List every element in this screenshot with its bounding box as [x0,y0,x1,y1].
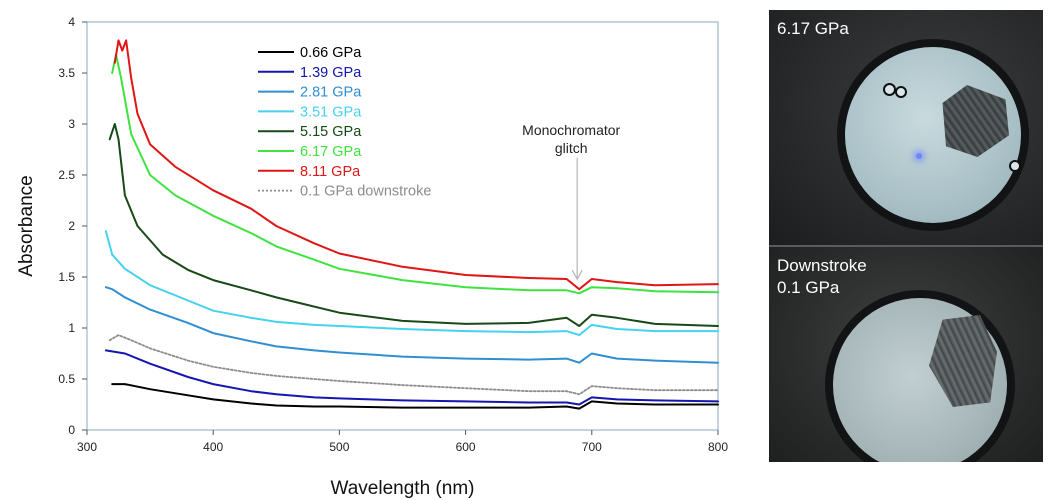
bubble [1009,160,1021,172]
legend-entry-label: 8.11 GPa [300,164,361,180]
photo-downstroke: Downstroke 0.1 GPa [769,247,1043,462]
ruby-spot [916,153,922,159]
plot-area [86,21,719,431]
series-line-7 [108,334,719,396]
bubble [895,86,907,98]
photo-divider [769,245,1043,247]
x-tick-label: 300 [77,440,97,454]
y-tick-label: 4 [68,15,75,29]
x-tick-label: 800 [708,440,728,454]
photo-upstroke: 6.17 GPa [769,10,1043,245]
y-tick-label: 0.5 [58,372,75,386]
series-line-5 [111,53,719,295]
y-tick-label: 2.5 [58,168,75,182]
series-line-0 [111,383,719,410]
y-tick-label: 2 [68,219,75,233]
y-tick-label: 1.5 [58,270,75,284]
series-line-1 [104,349,719,406]
y-tick-label: 3 [68,117,75,131]
x-tick-label: 500 [329,440,349,454]
series-line-4 [108,123,719,327]
x-axis-title: Wavelength (nm) [331,478,475,499]
x-tick-label: 700 [582,440,602,454]
photo-label-top: 6.17 GPa [777,19,849,38]
y-tick-label: 1 [68,321,75,335]
legend: 0.66 GPa 1.39 GPa 2.81 GPa 3.51 GPa 5.15 GPa… [258,45,431,200]
legend-entry-label: 5.15 GPa [300,124,362,140]
series-layer [104,39,719,410]
legend-entry-label: 0.1 GPa downstroke [300,184,431,200]
y-tick-label: 3.5 [58,66,75,80]
legend-entry-label: 0.66 GPa [300,45,362,61]
legend-entry-label: 3.51 GPa [300,104,362,120]
microscope-photo-panel: 6.17 GPa Downstroke 0.1 GPa [769,10,1043,462]
series-line-2 [104,286,719,364]
x-axis-ticks: 300 400 500 600 700 800 [77,430,728,454]
y-axis-title: Absorbance [16,175,37,276]
photo-label-bottom: Downstroke 0.1 GPa [777,256,867,297]
x-tick-label: 400 [203,440,223,454]
annotations: Monochromator glitch [522,122,621,281]
y-tick-label: 0 [68,423,75,437]
series-line-3 [104,230,719,337]
absorbance-chart: 300 400 500 600 700 800 0 0.5 1 1.5 2 2.5 3 3.5 4 0.6… [16,15,728,499]
bubble [883,83,896,96]
x-tick-label: 600 [456,440,476,454]
legend-entry-label: 1.39 GPa [300,65,362,81]
series-line-6 [113,39,719,291]
y-axis-ticks: 0 0.5 1 1.5 2 2.5 3 3.5 4 [58,15,87,437]
annotation-text: glitch [555,140,588,156]
legend-entry-label: 2.81 GPa [300,85,362,101]
plot-frame [86,21,719,431]
annotation-text: Monochromator [522,122,620,138]
legend-entry-label: 6.17 GPa [300,144,362,160]
annotation-arrow-head [571,269,583,281]
